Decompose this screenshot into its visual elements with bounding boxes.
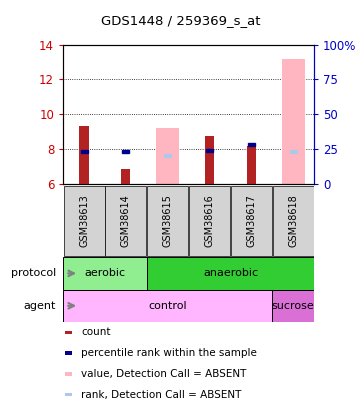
- Text: protocol: protocol: [11, 269, 56, 278]
- Bar: [156, 128, 179, 184]
- Text: control: control: [148, 301, 187, 311]
- Text: percentile rank within the sample: percentile rank within the sample: [81, 348, 257, 358]
- Text: GDS1448 / 259369_s_at: GDS1448 / 259369_s_at: [101, 14, 260, 27]
- Bar: [248, 143, 255, 145]
- Text: GSM38615: GSM38615: [163, 194, 173, 247]
- Bar: [65, 372, 73, 375]
- Bar: [65, 393, 73, 396]
- Bar: [65, 352, 73, 355]
- Bar: [147, 257, 314, 290]
- Text: GSM38613: GSM38613: [79, 194, 89, 247]
- Bar: [231, 186, 272, 256]
- Bar: [205, 136, 214, 184]
- Bar: [122, 149, 130, 153]
- Bar: [79, 126, 89, 184]
- Bar: [64, 186, 105, 256]
- Text: GSM38617: GSM38617: [246, 194, 256, 247]
- Bar: [272, 290, 314, 322]
- Bar: [206, 149, 213, 152]
- Bar: [63, 257, 147, 290]
- Bar: [121, 169, 130, 184]
- Text: GSM38618: GSM38618: [288, 194, 298, 247]
- Text: anaerobic: anaerobic: [203, 269, 258, 278]
- Bar: [290, 151, 297, 153]
- Text: aerobic: aerobic: [84, 269, 126, 278]
- Bar: [81, 151, 88, 153]
- Bar: [147, 186, 188, 256]
- Text: GSM38616: GSM38616: [205, 194, 214, 247]
- Bar: [273, 186, 314, 256]
- Bar: [189, 186, 230, 256]
- Text: sucrose: sucrose: [272, 301, 314, 311]
- Bar: [65, 331, 73, 334]
- Text: value, Detection Call = ABSENT: value, Detection Call = ABSENT: [81, 369, 247, 379]
- Text: GSM38614: GSM38614: [121, 194, 131, 247]
- Bar: [282, 59, 305, 184]
- Bar: [164, 154, 171, 157]
- Text: rank, Detection Call = ABSENT: rank, Detection Call = ABSENT: [81, 390, 242, 400]
- Text: count: count: [81, 327, 110, 337]
- Bar: [247, 146, 256, 184]
- Bar: [63, 290, 272, 322]
- Bar: [105, 186, 147, 256]
- Text: agent: agent: [23, 301, 56, 311]
